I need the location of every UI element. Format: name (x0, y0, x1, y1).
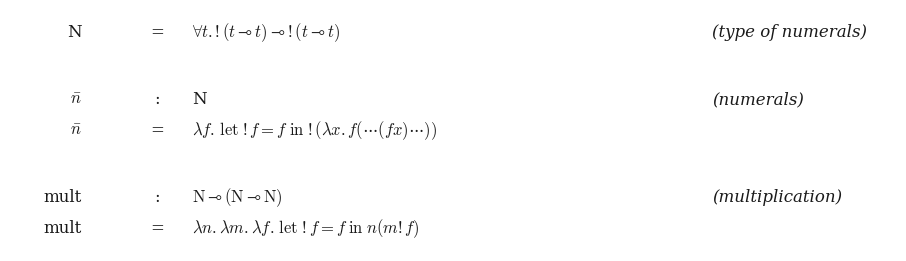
Text: (multiplication): (multiplication) (712, 189, 843, 206)
Text: =: = (150, 24, 164, 41)
Text: mult: mult (43, 220, 82, 237)
Text: (numerals): (numerals) (712, 91, 805, 108)
Text: N: N (67, 24, 82, 41)
Text: N: N (192, 91, 207, 108)
Text: $\lambda n.\lambda m.\lambda f.\,\mathrm{let}\;!f = f\;\mathrm{in}\;n(m!f)$: $\lambda n.\lambda m.\lambda f.\,\mathrm… (192, 217, 420, 240)
Text: :: : (154, 91, 159, 108)
Text: mult: mult (43, 189, 82, 206)
Text: (type of numerals): (type of numerals) (712, 24, 867, 41)
Text: :: : (154, 189, 159, 206)
Text: $\lambda f.\,\mathrm{let}\;!f = f\;\mathrm{in}\;!(\lambda x.f(\cdots(fx)\cdots)): $\lambda f.\,\mathrm{let}\;!f = f\;\math… (192, 119, 438, 142)
Text: =: = (150, 220, 164, 237)
Text: $\bar{n}$: $\bar{n}$ (70, 122, 82, 139)
Text: =: = (150, 122, 164, 139)
Text: $\forall t.!(t \multimap t) \multimap !(t \multimap t)$: $\forall t.!(t \multimap t) \multimap !(… (192, 21, 341, 44)
Text: $\mathrm{N} \multimap (\mathrm{N} \multimap \mathrm{N})$: $\mathrm{N} \multimap (\mathrm{N} \multi… (192, 186, 284, 209)
Text: $\bar{n}$: $\bar{n}$ (70, 91, 82, 108)
